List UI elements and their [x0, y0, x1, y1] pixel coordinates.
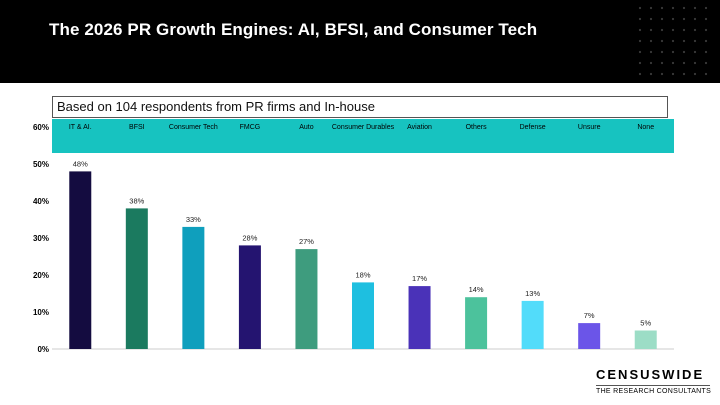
bar-value-label: 7% [584, 311, 595, 320]
decor-dot [638, 17, 642, 21]
decor-dot [671, 61, 675, 65]
decor-dot [660, 17, 664, 21]
y-tick-label: 0% [37, 345, 49, 354]
category-label: Others [466, 124, 488, 131]
decorative-dot-grid [638, 6, 708, 76]
bar [238, 245, 261, 349]
decor-dot [693, 17, 697, 21]
decor-dot [660, 6, 664, 10]
brand-logo: CENSUSWIDE THE RESEARCH CONSULTANTS [596, 367, 712, 395]
y-tick-label: 60% [33, 123, 49, 132]
decor-dot [638, 39, 642, 43]
y-tick-label: 40% [33, 197, 49, 206]
brand-tagline: THE RESEARCH CONSULTANTS [596, 388, 712, 395]
decor-dot [638, 6, 642, 10]
decor-dot [649, 6, 653, 10]
decor-dot [671, 28, 675, 32]
decor-dot [671, 39, 675, 43]
bar [125, 208, 148, 349]
bar-value-label: 28% [242, 233, 257, 242]
bar [408, 286, 431, 349]
decor-dot [671, 72, 675, 76]
bar [634, 330, 657, 349]
bar [295, 249, 318, 349]
category-label-band [52, 119, 674, 153]
bar-value-label: 14% [469, 285, 484, 294]
decor-dot [649, 72, 653, 76]
decor-dot [660, 28, 664, 32]
decor-dot [660, 50, 664, 54]
bar-value-label: 38% [129, 196, 144, 205]
decor-dot [682, 61, 686, 65]
decor-dot [649, 61, 653, 65]
brand-divider [596, 385, 710, 386]
bar [578, 323, 601, 349]
decor-dot [693, 6, 697, 10]
category-label: BFSI [129, 124, 145, 131]
bar-value-label: 27% [299, 237, 314, 246]
decor-dot [682, 72, 686, 76]
bar-value-label: 17% [412, 274, 427, 283]
decor-dot [671, 6, 675, 10]
decor-dot [638, 50, 642, 54]
decor-dot [704, 6, 708, 10]
y-tick-label: 20% [33, 271, 49, 280]
decor-dot [649, 28, 653, 32]
bar-value-label: 18% [355, 270, 370, 279]
decor-dot [704, 50, 708, 54]
decor-dot [682, 50, 686, 54]
decor-dot [638, 61, 642, 65]
brand-name: CENSUSWIDE [596, 367, 705, 382]
decor-dot [693, 61, 697, 65]
category-label: Auto [299, 124, 314, 131]
y-tick-label: 50% [33, 160, 49, 169]
bar [521, 300, 544, 349]
category-label: Consumer Tech [169, 124, 218, 131]
decor-dot [638, 28, 642, 32]
bar-value-label: 48% [73, 159, 88, 168]
decor-dot [660, 39, 664, 43]
category-label: Unsure [578, 124, 601, 131]
bar [352, 282, 374, 349]
decor-dot [693, 72, 697, 76]
decor-dot [704, 17, 708, 21]
y-tick-label: 10% [33, 308, 49, 317]
decor-dot [682, 6, 686, 10]
decor-dot [649, 39, 653, 43]
decor-dot [649, 50, 653, 54]
category-label: Defense [520, 124, 546, 131]
bar [465, 297, 488, 349]
category-label: Consumer Durables [332, 124, 395, 131]
respondents-note: Based on 104 respondents from PR firms a… [52, 96, 668, 118]
bar-value-label: 33% [186, 215, 201, 224]
category-label: None [637, 124, 654, 131]
decor-dot [704, 28, 708, 32]
y-tick-label: 30% [33, 234, 49, 243]
bar-value-label: 13% [525, 289, 540, 298]
category-label: IT & AI. [69, 124, 92, 131]
decor-dot [704, 39, 708, 43]
header-bar: The 2026 PR Growth Engines: AI, BFSI, an… [0, 0, 720, 83]
category-label: Aviation [407, 124, 432, 131]
bar [69, 171, 92, 349]
page-title: The 2026 PR Growth Engines: AI, BFSI, an… [49, 20, 538, 39]
bar-value-label: 5% [640, 319, 651, 328]
decor-dot [671, 17, 675, 21]
decor-dot [693, 28, 697, 32]
bar [182, 226, 205, 349]
decor-dot [660, 61, 664, 65]
decor-dot [693, 50, 697, 54]
decor-dot [704, 61, 708, 65]
decor-dot [704, 72, 708, 76]
decor-dot [682, 17, 686, 21]
decor-dot [682, 39, 686, 43]
decor-dot [660, 72, 664, 76]
decor-dot [638, 72, 642, 76]
decor-dot [682, 28, 686, 32]
decor-dot [693, 39, 697, 43]
decor-dot [671, 50, 675, 54]
decor-dot [649, 17, 653, 21]
category-label: FMCG [240, 124, 261, 131]
